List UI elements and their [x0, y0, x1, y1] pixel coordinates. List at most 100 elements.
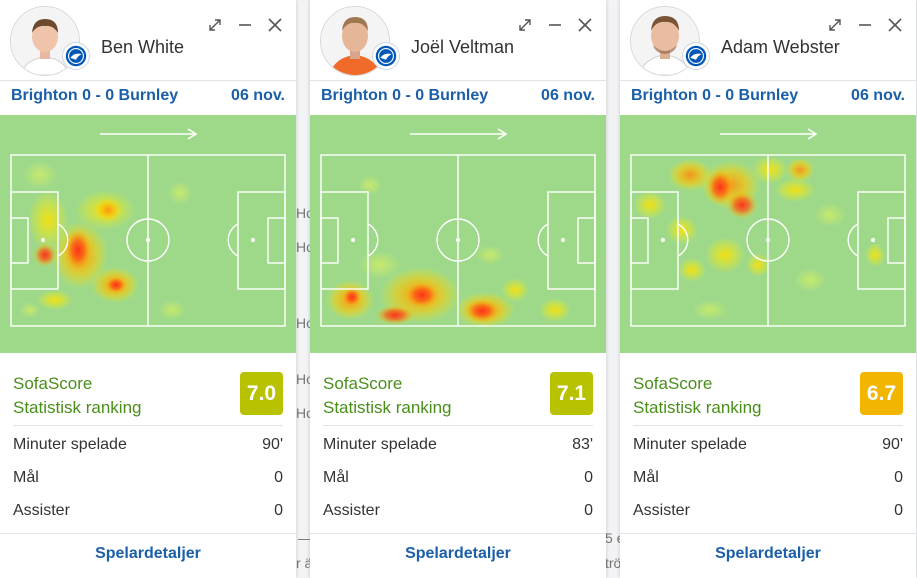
rating-title-line2: Statistisk ranking [633, 398, 762, 417]
stat-value: 0 [894, 502, 903, 519]
heatmap [620, 115, 916, 353]
match-row[interactable]: Brighton 0 - 0 Burnley 06 nov. [310, 84, 606, 112]
rating-value: 6.7 [860, 372, 903, 415]
background-text: Ho [296, 315, 314, 331]
stat-value: 0 [274, 502, 283, 519]
stat-label: Minuter spelade [13, 436, 127, 453]
stat-goals: Mål 0 [310, 463, 606, 496]
card-header: Ben White [0, 0, 296, 80]
player-details-label[interactable]: Spelardetaljer [715, 545, 821, 562]
stat-assists: Assister 0 [310, 496, 606, 529]
stat-label: Minuter spelade [323, 436, 437, 453]
player-name: Ben White [101, 37, 185, 57]
direction-arrow-icon [720, 128, 818, 140]
player-card: Ben White Brighton 0 - 0 Burnley 06 nov. [0, 0, 296, 578]
match-date: 06 nov. [851, 87, 905, 104]
stat-value: 83' [572, 436, 593, 453]
direction-arrow-icon [100, 128, 198, 140]
match-label[interactable]: Brighton 0 - 0 Burnley [321, 87, 489, 104]
player-card: Joël Veltman Brighton 0 - 0 Burnley 06 n… [310, 0, 606, 578]
background-text: 5 e [605, 530, 625, 546]
divider [323, 425, 593, 426]
background-text: Ho [296, 205, 314, 221]
stat-label: Assister [323, 502, 380, 519]
expand-icon[interactable] [514, 14, 536, 36]
stat-value: 0 [584, 502, 593, 519]
stat-value: 0 [584, 469, 593, 486]
background-text: trö [605, 555, 622, 571]
minimize-icon[interactable] [234, 14, 256, 36]
rating-value: 7.0 [240, 372, 283, 415]
rating-title-line2: Statistisk ranking [13, 398, 142, 417]
stat-goals: Mål 0 [0, 463, 296, 496]
match-row[interactable]: Brighton 0 - 0 Burnley 06 nov. [620, 84, 916, 112]
rating-section: SofaScore Statistisk ranking 7.0 [0, 353, 296, 425]
stat-label: Mål [323, 469, 349, 486]
direction-arrow-icon [410, 128, 508, 140]
divider [13, 425, 283, 426]
stat-value: 0 [894, 469, 903, 486]
minimize-icon[interactable] [544, 14, 566, 36]
match-date: 06 nov. [541, 87, 595, 104]
close-icon[interactable] [264, 14, 286, 36]
heatmap [0, 115, 296, 353]
brighton-crest-icon [372, 42, 400, 70]
rating-title: SofaScore Statistisk ranking [13, 372, 142, 420]
close-icon[interactable] [884, 14, 906, 36]
close-icon[interactable] [574, 14, 596, 36]
divider [0, 80, 296, 81]
background-text: Ho [296, 239, 314, 255]
player-card: Adam Webster Brighton 0 - 0 Burnley 06 n… [620, 0, 916, 578]
rating-value: 7.1 [550, 372, 593, 415]
stat-assists: Assister 0 [620, 496, 916, 529]
background-text: Ho [296, 371, 314, 387]
stat-label: Mål [633, 469, 659, 486]
player-details-label[interactable]: Spelardetaljer [95, 545, 201, 562]
stat-value: 90' [882, 436, 903, 453]
window-controls [204, 14, 286, 36]
rating-title-line1: SofaScore [633, 374, 713, 393]
match-label[interactable]: Brighton 0 - 0 Burnley [11, 87, 179, 104]
divider [310, 80, 606, 81]
stat-minutes: Minuter spelade 90' [0, 430, 296, 463]
player-details-link[interactable]: Spelardetaljer [620, 533, 916, 578]
stat-label: Mål [13, 469, 39, 486]
player-details-link[interactable]: Spelardetaljer [310, 533, 606, 578]
stat-label: Assister [633, 502, 690, 519]
rating-title-line1: SofaScore [323, 374, 403, 393]
player-details-link[interactable]: Spelardetaljer [0, 533, 296, 578]
stat-label: Assister [13, 502, 70, 519]
stat-label: Minuter spelade [633, 436, 747, 453]
match-label[interactable]: Brighton 0 - 0 Burnley [631, 87, 799, 104]
window-controls [824, 14, 906, 36]
background-text: r ä [296, 555, 313, 571]
stat-value: 0 [274, 469, 283, 486]
stat-value: 90' [262, 436, 283, 453]
expand-icon[interactable] [824, 14, 846, 36]
heatmap [310, 115, 606, 353]
player-name: Joël Veltman [411, 37, 515, 57]
background-text: Ho [296, 405, 314, 421]
card-header: Joël Veltman [310, 0, 606, 80]
stat-minutes: Minuter spelade 90' [620, 430, 916, 463]
rating-title-line2: Statistisk ranking [323, 398, 452, 417]
player-details-label[interactable]: Spelardetaljer [405, 545, 511, 562]
divider [633, 425, 903, 426]
expand-icon[interactable] [204, 14, 226, 36]
divider [620, 80, 916, 81]
background-text: — [298, 530, 312, 546]
stat-assists: Assister 0 [0, 496, 296, 529]
minimize-icon[interactable] [854, 14, 876, 36]
player-avatar [320, 6, 390, 76]
player-name: Adam Webster [721, 37, 840, 57]
match-date: 06 nov. [231, 87, 285, 104]
player-avatar [10, 6, 80, 76]
brighton-crest-icon [62, 42, 90, 70]
rating-title-line1: SofaScore [13, 374, 93, 393]
rating-section: SofaScore Statistisk ranking 7.1 [310, 353, 606, 425]
card-header: Adam Webster [620, 0, 916, 80]
rating-title: SofaScore Statistisk ranking [633, 372, 762, 420]
window-controls [514, 14, 596, 36]
rating-title: SofaScore Statistisk ranking [323, 372, 452, 420]
match-row[interactable]: Brighton 0 - 0 Burnley 06 nov. [0, 84, 296, 112]
